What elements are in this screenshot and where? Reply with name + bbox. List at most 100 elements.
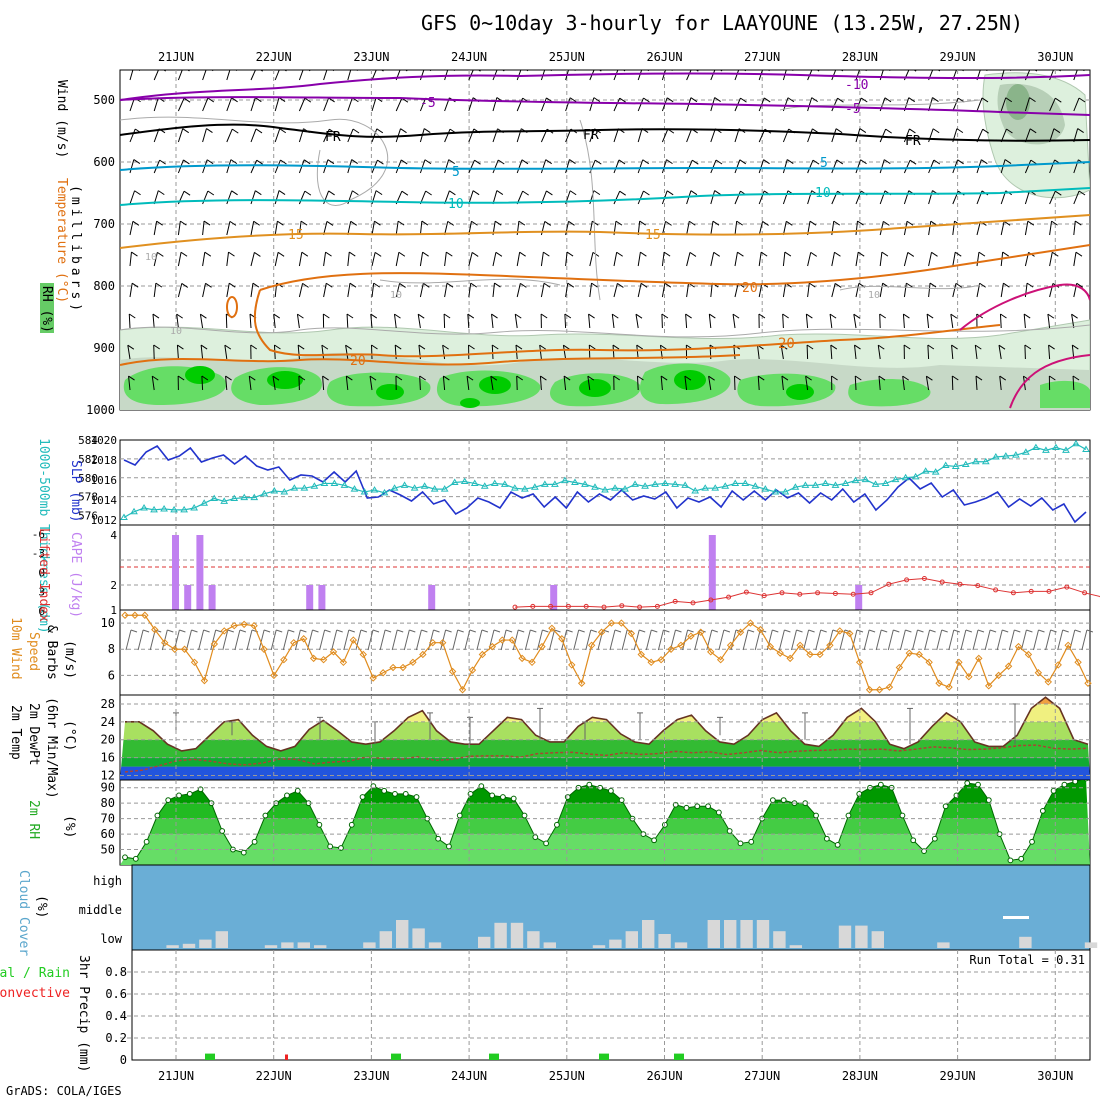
wind-barb	[298, 97, 306, 112]
wind-barb	[686, 252, 691, 267]
wind-speed-point	[190, 658, 199, 667]
wind-speed-point	[538, 642, 546, 651]
wind-barb	[202, 190, 209, 205]
wind-barb-flag	[380, 70, 384, 72]
wind-barb-flag	[812, 159, 820, 165]
wind-barb	[323, 190, 330, 205]
wind-barb-flag	[613, 375, 621, 381]
wind-barb	[199, 314, 204, 329]
wind-barb-flag	[569, 190, 577, 196]
lifted-index-series	[512, 575, 1100, 610]
wind-barb-flag	[177, 344, 184, 350]
wind-barb	[976, 252, 980, 267]
wind-barb-flag	[1003, 282, 1010, 288]
wind-barb	[323, 97, 330, 112]
wind-barb-flag	[422, 251, 429, 257]
label-minus-5-left: -5	[420, 96, 436, 111]
wind-barb-flag	[152, 313, 160, 319]
wind-barb-flag	[618, 159, 626, 165]
wind-barb	[444, 221, 449, 236]
wind-speed-point	[667, 645, 675, 653]
wind-barb-flag	[449, 190, 456, 196]
cloud-bar	[182, 943, 196, 948]
label-10-right: 10	[815, 186, 831, 201]
label-20-lower: 20	[350, 354, 366, 369]
wind-barb-flag	[1075, 251, 1083, 257]
surface-barb	[972, 629, 979, 651]
wind-barb	[369, 376, 373, 391]
surface-barb-flag	[784, 629, 791, 633]
wind-speed-point	[786, 654, 794, 663]
thickness-point	[1032, 443, 1040, 451]
wind-speed-point	[895, 663, 904, 672]
wind-panel: 10 8 6 10m Wind Speed & Barbs (m/s)	[8, 609, 1094, 696]
thickness-point	[200, 499, 209, 506]
surface-barb-flag	[1062, 629, 1069, 633]
surface-barb-flag	[614, 629, 622, 633]
surface-barb-flag	[493, 629, 501, 633]
wind-barb	[928, 283, 931, 298]
wind-barb-flag	[786, 220, 793, 226]
wind-barb	[1024, 190, 1030, 205]
wind-speed-point	[846, 629, 854, 638]
wind-barb-flag	[806, 344, 814, 350]
wind-speed-point	[1004, 662, 1013, 670]
wind-barb-flag	[664, 282, 672, 288]
temp-base-band	[120, 774, 1090, 780]
wind-speed-point	[359, 650, 367, 659]
wind-barb-flag	[950, 313, 958, 319]
wind-speed-point	[230, 621, 238, 630]
wind-barb	[974, 345, 978, 360]
cloud-bar	[166, 945, 179, 948]
wind-barb-flag	[563, 344, 570, 350]
thickness-point	[971, 457, 980, 465]
wind-barb-flag	[128, 313, 136, 319]
thickness-point	[571, 478, 579, 485]
wind-barb-flag	[978, 251, 986, 257]
rh-point	[964, 780, 971, 786]
wind-barb	[1047, 314, 1051, 329]
wind-speed-point	[1034, 669, 1043, 677]
label-20-lower-right: 20	[778, 336, 795, 352]
wind-barb	[613, 252, 618, 267]
wind-barb	[250, 128, 257, 143]
wind-speed-point	[796, 641, 804, 650]
surface-barb-flag	[1050, 629, 1057, 633]
surface-barb	[778, 629, 785, 651]
wind-barb-flag	[404, 70, 408, 72]
wind-barb-flag	[829, 313, 837, 319]
thickness-point	[701, 484, 710, 491]
surface-barb-flag	[723, 629, 731, 633]
wind-barb	[734, 159, 741, 174]
wind-barb	[226, 221, 231, 236]
wind-barb	[490, 376, 494, 391]
cape-bar	[306, 585, 314, 610]
wind-barb-flag	[308, 70, 311, 72]
wind-speed-point	[1054, 661, 1062, 669]
thickness-point	[631, 480, 639, 487]
wind-speed-point	[290, 638, 298, 647]
wind-barb	[805, 376, 809, 391]
thickness-label: 1000-500mb Thickness (dm)	[36, 438, 51, 634]
wind-barb	[467, 313, 470, 329]
wind-barb	[1049, 252, 1053, 267]
wind-barb-flag	[544, 220, 552, 226]
surface-barb	[839, 629, 846, 651]
surface-barb	[246, 629, 253, 651]
thickness-point	[691, 487, 700, 494]
wind-speed-point	[994, 671, 1003, 680]
wind-speed-point	[885, 683, 894, 691]
wind-barb	[758, 252, 762, 267]
wind-speed-point	[577, 679, 586, 687]
wind-barb	[323, 283, 327, 298]
wind-barb	[151, 376, 155, 391]
wind-barb	[274, 159, 281, 174]
wind-speed-point	[875, 686, 884, 694]
wind-barb	[807, 70, 813, 81]
wind-barb	[710, 221, 714, 236]
thickness-point	[520, 485, 529, 492]
wind-barb	[1000, 283, 1004, 298]
surface-barb-flag	[772, 629, 779, 633]
wind-barb	[807, 97, 813, 112]
